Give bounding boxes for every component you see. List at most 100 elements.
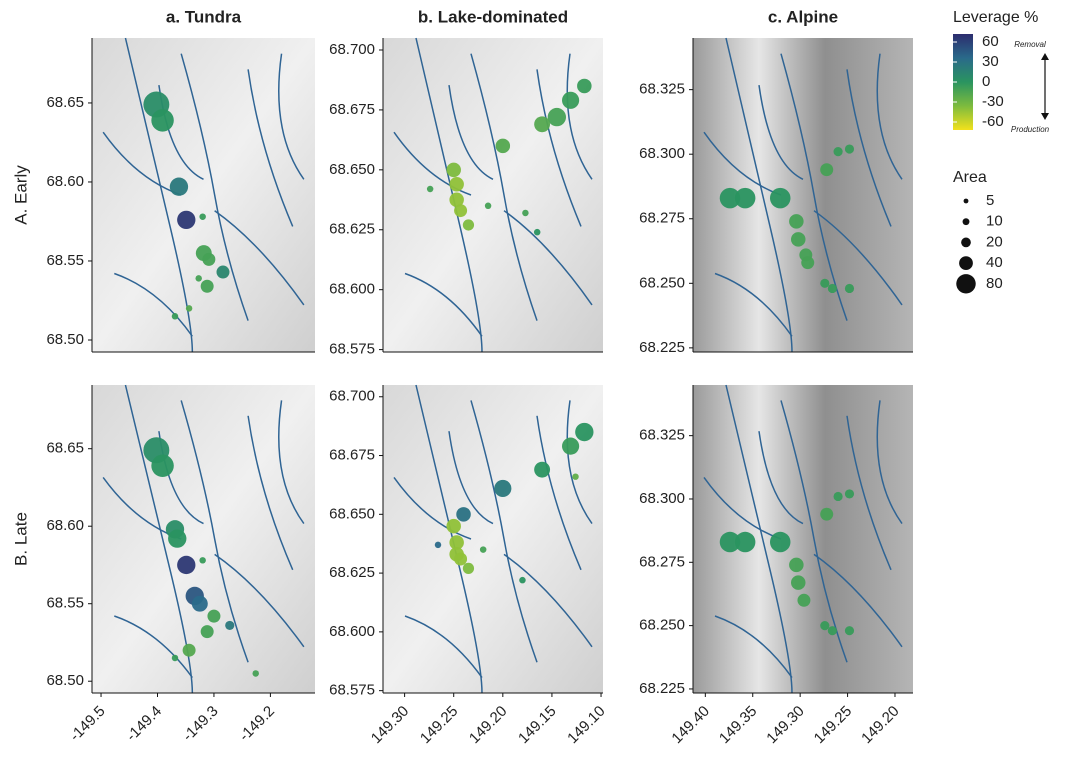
site-bubble	[454, 204, 467, 217]
y-tick-label: 68.225	[639, 680, 685, 697]
site-bubble	[449, 177, 464, 192]
y-tick-label: 68.700	[329, 388, 375, 405]
site-bubble	[207, 610, 220, 623]
site-bubble	[195, 275, 201, 281]
colorbar-label: 30	[982, 53, 999, 70]
y-tick-label: 68.275	[639, 553, 685, 570]
page: {"chart_data": [ {"type": "scatter", "ti…	[0, 0, 1067, 770]
y-tick-label: 68.65	[46, 440, 84, 457]
site-bubble	[820, 621, 829, 630]
panel-title: c. Alpine	[768, 7, 838, 26]
x-tick-label: 149.10	[564, 703, 608, 747]
site-bubble	[199, 213, 205, 219]
site-bubble	[820, 508, 833, 521]
hillshade	[92, 38, 315, 352]
y-tick-label: 68.625	[329, 221, 375, 238]
site-bubble	[820, 279, 829, 288]
x-tick-label: 149.25	[811, 703, 855, 747]
y-tick-label: 68.325	[639, 427, 685, 444]
site-bubble	[789, 558, 804, 573]
color-legend-title: Leverage %	[953, 9, 1038, 26]
site-bubble	[177, 556, 195, 574]
figure: a. TundraA. Early68.5068.5568.6068.65b. …	[0, 0, 1067, 765]
site-bubble	[828, 284, 837, 293]
y-tick-label: 68.325	[639, 81, 685, 98]
site-bubble	[791, 232, 806, 247]
site-bubble	[172, 313, 178, 319]
panel: 68.57568.60068.62568.65068.67568.700149.…	[329, 385, 609, 747]
size-label: 20	[986, 233, 1003, 250]
y-tick-label: 68.65	[46, 94, 84, 111]
site-bubble	[575, 423, 593, 441]
y-tick-label: 68.650	[329, 505, 375, 522]
site-bubble	[201, 280, 214, 293]
y-tick-label: 68.55	[46, 252, 84, 269]
site-bubble	[202, 253, 215, 266]
site-bubble	[834, 492, 843, 501]
site-bubble	[183, 644, 196, 657]
y-tick-label: 68.300	[639, 145, 685, 162]
site-bubble	[454, 553, 467, 566]
x-tick-label: 149.25	[417, 703, 461, 747]
site-bubble	[562, 92, 579, 109]
x-tick-label: 149.20	[858, 703, 902, 747]
panel-title: b. Lake-dominated	[418, 7, 568, 26]
site-bubble	[770, 532, 791, 553]
y-tick-label: 68.250	[639, 617, 685, 634]
panel: c. Alpine68.22568.25068.27568.30068.325	[639, 7, 913, 355]
size-legend-title: Area	[953, 169, 987, 186]
colorbar-label: -60	[982, 113, 1004, 130]
site-bubble	[177, 211, 195, 229]
site-bubble	[201, 625, 214, 638]
x-tick-label: -149.4	[123, 703, 165, 745]
site-bubble	[225, 621, 234, 630]
y-tick-label: 68.55	[46, 595, 84, 612]
site-bubble	[522, 210, 528, 216]
site-bubble	[735, 532, 756, 553]
x-tick-label: -149.5	[67, 703, 109, 745]
site-bubble	[572, 473, 578, 479]
site-bubble	[797, 594, 810, 607]
site-bubble	[199, 557, 205, 563]
size-key	[963, 218, 970, 225]
legend: Leverage % Removal Production Area 60300…	[953, 9, 1050, 293]
site-bubble	[170, 178, 188, 196]
x-tick-label: 149.40	[668, 703, 712, 747]
colorbar-label: -30	[982, 93, 1004, 110]
panel: b. Lake-dominated68.57568.60068.62568.65…	[329, 7, 603, 357]
x-tick-label: 149.30	[763, 703, 807, 747]
site-bubble	[834, 147, 843, 156]
panel-title: a. Tundra	[166, 7, 242, 26]
site-bubble	[845, 144, 854, 153]
size-key	[956, 274, 975, 293]
size-label: 80	[986, 275, 1003, 292]
site-bubble	[820, 163, 833, 176]
production-label: Production	[1011, 125, 1050, 134]
y-tick-label: 68.600	[329, 623, 375, 640]
size-key	[959, 256, 973, 270]
site-bubble	[534, 462, 550, 478]
site-bubble	[494, 480, 511, 497]
y-tick-label: 68.575	[329, 341, 375, 358]
row-label: A. Early	[11, 165, 30, 225]
site-bubble	[828, 626, 837, 635]
row-label: B. Late	[11, 512, 30, 566]
site-bubble	[168, 529, 186, 547]
site-bubble	[172, 655, 178, 661]
site-bubble	[577, 79, 592, 94]
y-tick-label: 68.675	[329, 447, 375, 464]
x-tick-label: 149.20	[466, 703, 510, 747]
x-tick-label: -149.3	[179, 703, 221, 745]
site-bubble	[456, 507, 471, 522]
hillshade	[92, 385, 315, 693]
site-bubble	[789, 214, 804, 229]
site-bubble	[151, 455, 173, 477]
site-bubble	[791, 575, 806, 590]
site-bubble	[801, 256, 814, 269]
site-bubble	[463, 219, 474, 230]
y-tick-label: 68.225	[639, 339, 685, 356]
y-tick-label: 68.250	[639, 274, 685, 291]
removal-label: Removal	[1014, 40, 1046, 49]
site-bubble	[186, 305, 192, 311]
